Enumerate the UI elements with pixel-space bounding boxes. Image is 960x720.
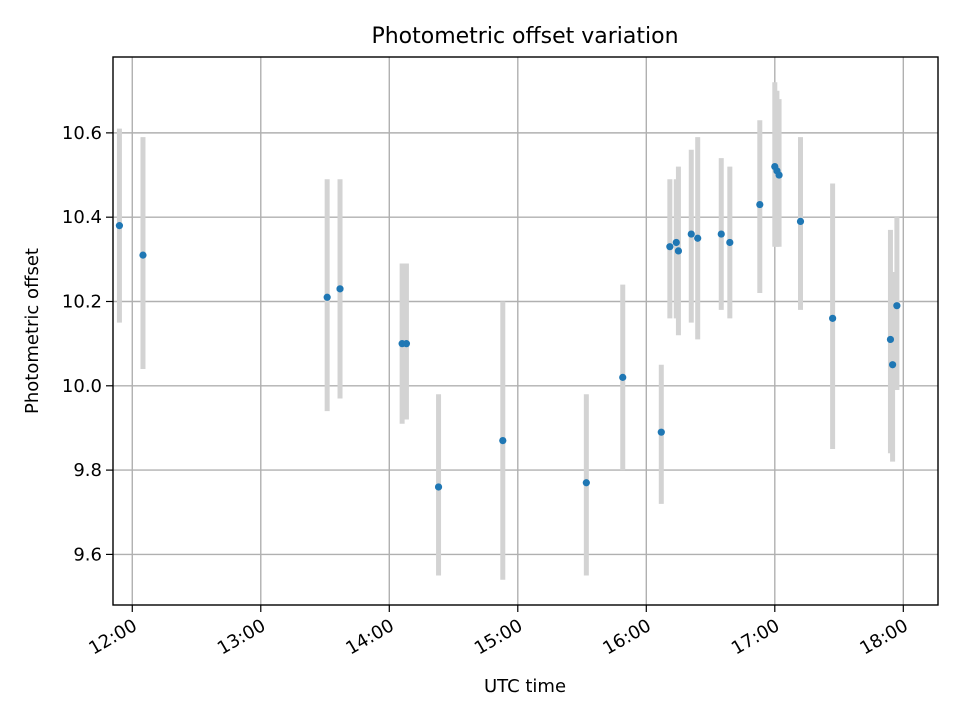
data-point — [829, 314, 837, 322]
x-tick-label: 17:00 — [728, 615, 783, 659]
x-tick-label: 12:00 — [85, 615, 140, 659]
chart-title: Photometric offset variation — [371, 24, 678, 49]
error-bar-layer — [116, 82, 900, 580]
data-point — [582, 479, 590, 487]
y-tick-label: 10.2 — [62, 291, 102, 312]
data-point — [402, 340, 411, 348]
data-point — [888, 361, 897, 369]
data-point — [687, 230, 695, 238]
x-tick-label: 14:00 — [342, 615, 397, 659]
data-point — [756, 200, 764, 209]
data-point — [694, 234, 702, 242]
data-point — [434, 483, 443, 491]
x-tick-label: 16:00 — [599, 615, 654, 659]
data-point — [666, 243, 674, 251]
y-tick-label: 10.0 — [62, 376, 102, 397]
data-point — [323, 293, 331, 301]
data-point — [336, 285, 344, 293]
y-tick-label: 9.8 — [73, 460, 102, 481]
grid-layer — [113, 57, 938, 605]
data-point — [893, 302, 901, 310]
y-tick-label: 9.6 — [73, 544, 102, 565]
data-point — [886, 335, 895, 344]
data-point — [115, 222, 124, 230]
data-point — [139, 251, 147, 259]
data-point — [717, 230, 725, 238]
data-point — [657, 428, 665, 436]
y-tick-label: 10.6 — [62, 123, 102, 144]
data-point — [674, 247, 683, 255]
plot-frame — [112, 56, 939, 606]
data-point — [796, 217, 805, 225]
tick-layer: 9.6 9.8 10.0 10.2 10.4 10.6 12:00 13:00 14:00 15:… — [62, 123, 912, 659]
y-axis-label: Photometric offset — [22, 248, 43, 414]
x-tick-label: 18:00 — [856, 615, 911, 659]
data-point — [499, 437, 507, 445]
data-point — [672, 238, 680, 247]
x-tick-label: 15:00 — [471, 615, 526, 659]
data-point-layer — [115, 163, 901, 491]
data-point — [619, 373, 627, 381]
y-tick-label: 10.4 — [62, 207, 102, 228]
data-point — [775, 171, 783, 179]
data-point — [726, 238, 734, 247]
x-tick-label: 13:00 — [214, 615, 269, 659]
x-axis-label: UTC time — [484, 676, 566, 697]
